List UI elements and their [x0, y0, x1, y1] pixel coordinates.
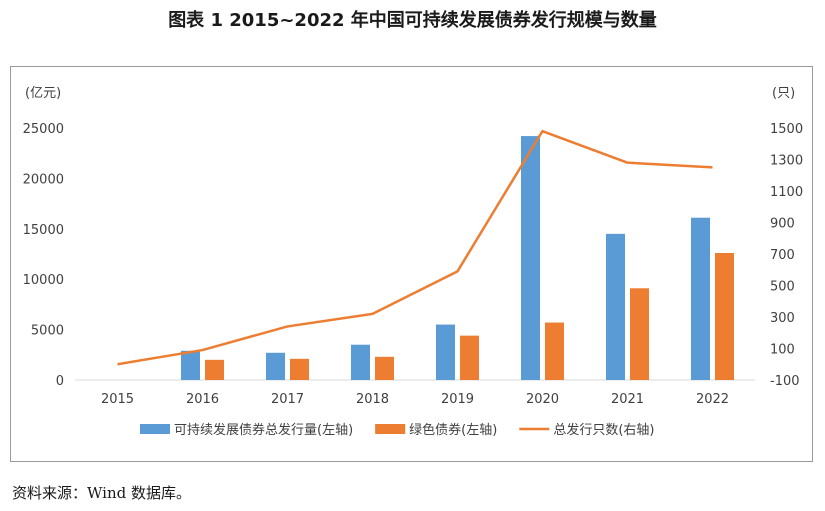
right-tick-label: 900 — [770, 217, 795, 232]
bar-green-bond — [460, 335, 479, 380]
bar-total-issuance — [521, 136, 540, 380]
chart-frame — [10, 66, 813, 462]
bar-green-bond — [715, 252, 734, 380]
left-tick-label: 0 — [56, 374, 64, 389]
bar-total-issuance — [181, 350, 200, 380]
x-tick-label: 2017 — [271, 392, 304, 407]
bar-total-issuance — [266, 352, 285, 380]
right-tick-label: 100 — [770, 343, 795, 358]
x-tick-label: 2018 — [356, 392, 389, 407]
chart-svg: (亿元) (只) 0 5000 10000 15000 20000 25000 -100 100 3… — [23, 86, 803, 438]
x-tick-label: 2016 — [186, 392, 219, 407]
right-tick-label: 300 — [770, 311, 795, 326]
right-tick-label: 1100 — [770, 185, 803, 200]
bar-green-bond — [630, 288, 649, 380]
bar-total-issuance — [436, 324, 455, 380]
left-tick-label: 20000 — [23, 172, 64, 187]
legend-label: 总发行只数(右轴) — [553, 422, 654, 438]
x-tick-label: 2019 — [441, 392, 474, 407]
legend-swatch — [375, 424, 406, 434]
right-tick-label: 500 — [770, 280, 795, 295]
source-note: 资料来源：Wind 数据库。 — [12, 484, 191, 502]
x-tick-label: 2022 — [696, 392, 729, 407]
x-tick-label: 2021 — [611, 392, 644, 407]
bar-green-bond — [375, 356, 394, 380]
bar-green-bond — [205, 359, 224, 380]
x-tick-label: 2015 — [101, 392, 134, 407]
legend-label: 可持续发展债券总发行量(左轴) — [174, 422, 353, 438]
left-tick-label: 10000 — [23, 273, 64, 288]
right-axis-unit: (只) — [772, 86, 795, 101]
bar-green-bond — [545, 322, 564, 380]
right-tick-label: 700 — [770, 248, 795, 263]
left-axis-unit: (亿元) — [25, 86, 61, 101]
line-issuance-count — [117, 129, 713, 366]
legend-swatch — [140, 424, 170, 434]
legend-label: 绿色债券(左轴) — [409, 422, 497, 438]
right-tick-label: 1300 — [770, 154, 803, 169]
bar-total-issuance — [691, 217, 710, 380]
right-tick-label: -100 — [770, 374, 800, 389]
bar-total-issuance — [351, 344, 370, 380]
left-tick-label: 25000 — [23, 122, 64, 137]
left-tick-label: 5000 — [31, 324, 64, 339]
chart-title: 图表 1 2015~2022 年中国可持续发展债券发行规模与数量 — [168, 10, 657, 31]
x-tick-label: 2020 — [526, 392, 559, 407]
right-tick-label: 1500 — [770, 122, 803, 137]
left-tick-label: 15000 — [23, 223, 64, 238]
bar-green-bond — [290, 358, 309, 380]
bar-total-issuance — [606, 233, 625, 380]
